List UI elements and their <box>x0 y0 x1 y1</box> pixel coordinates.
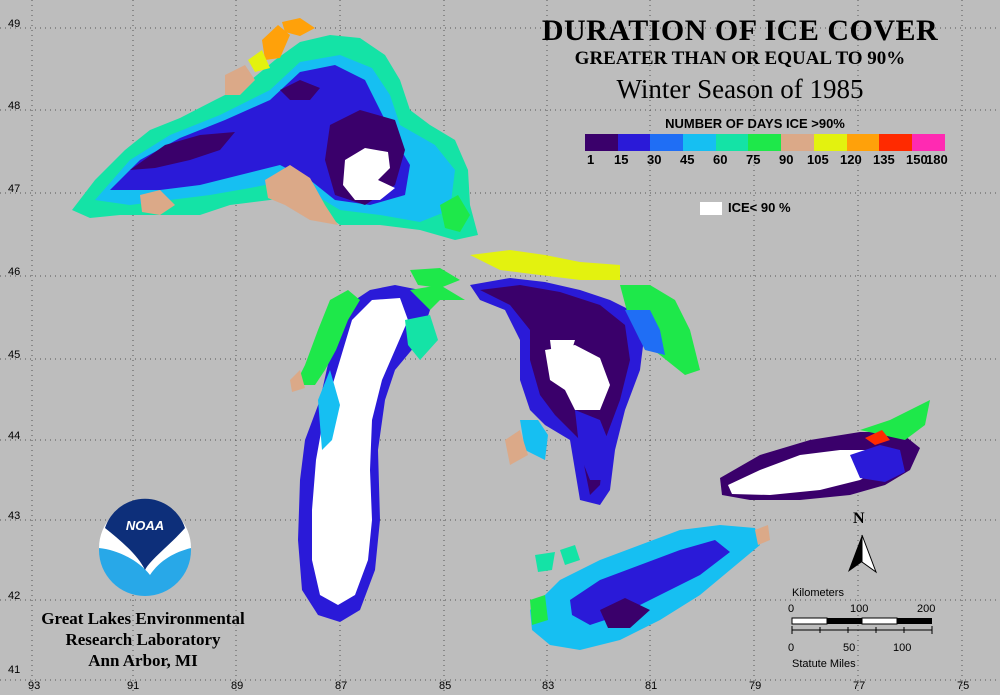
legend-tick: 60 <box>713 152 728 167</box>
ice-legend-swatch <box>700 202 722 215</box>
legend-swatch-60 <box>715 134 749 151</box>
legend-title: NUMBER OF DAYS ICE >90% <box>665 116 845 131</box>
scale-mi-tick: 0 <box>788 642 795 654</box>
legend-tick: 45 <box>680 152 695 167</box>
scale-mi-title: Statute Miles <box>792 658 856 670</box>
lon-label: 87 <box>335 680 348 692</box>
legend-swatch-30 <box>650 134 684 151</box>
lon-label: 85 <box>439 680 452 692</box>
lat-label: 42 <box>8 590 21 602</box>
lat-label: 48 <box>8 100 21 112</box>
lon-label: 93 <box>28 680 41 692</box>
legend-swatch-15 <box>617 134 651 151</box>
lon-label: 75 <box>957 680 970 692</box>
lake-ontario <box>720 400 930 500</box>
legend-tick: 105 <box>807 152 829 167</box>
map-subtitle: GREATER THAN OR EQUAL TO 90% <box>574 48 906 69</box>
lat-label: 43 <box>8 510 21 522</box>
ice-legend-label: ICE< 90 % <box>728 200 791 215</box>
north-arrow-icon <box>848 534 878 574</box>
legend-tick: 1 <box>587 152 595 167</box>
lat-label: 41 <box>8 664 21 676</box>
lat-label: 47 <box>8 183 21 195</box>
legend-ticks: 1 15 30 45 60 75 90 105 120 135 150 180 <box>575 152 948 168</box>
scale-km-tick: 200 <box>917 603 936 615</box>
scale-km-tick: 100 <box>850 603 869 615</box>
lake-erie <box>530 525 770 650</box>
legend-swatch-120 <box>846 134 880 151</box>
lon-label: 79 <box>749 680 762 692</box>
legend-tick: 180 <box>926 152 948 167</box>
scale-bar <box>791 617 933 634</box>
legend-tick: 135 <box>873 152 895 167</box>
legend-swatch-45 <box>683 134 716 151</box>
lat-label: 46 <box>8 266 21 278</box>
lon-label: 89 <box>231 680 244 692</box>
legend-swatch-150 <box>911 134 945 151</box>
legend-tick: 150 <box>906 152 928 167</box>
legend-tick: 120 <box>840 152 862 167</box>
lab-name-line3: Ann Arbor, MI <box>88 651 198 670</box>
noaa-logo-text: NOAA <box>125 518 165 533</box>
legend-tick: 15 <box>614 152 629 167</box>
lon-label: 83 <box>542 680 555 692</box>
legend-tick: 30 <box>647 152 662 167</box>
scale-mi-tick: 100 <box>893 642 912 654</box>
lake-st-clair <box>560 545 580 565</box>
lab-name-line1: Great Lakes Environmental <box>41 609 245 628</box>
lon-label: 81 <box>645 680 658 692</box>
lake-superior <box>72 18 478 240</box>
scale-km-title: Kilometers <box>792 587 844 599</box>
season-title: Winter Season of 1985 <box>616 74 864 104</box>
legend-swatch-135 <box>879 134 912 151</box>
lab-name-line2: Research Laboratory <box>65 630 221 649</box>
lon-label: 77 <box>853 680 866 692</box>
legend-tick: 75 <box>746 152 761 167</box>
legend-swatch-105 <box>813 134 847 151</box>
lake-huron <box>470 250 700 505</box>
lat-label: 49 <box>8 18 21 30</box>
legend-swatch-1 <box>585 134 618 151</box>
legend-tick: 90 <box>779 152 794 167</box>
map-title: DURATION OF ICE COVER <box>541 14 939 47</box>
legend-swatch-75 <box>748 134 782 151</box>
scale-mi-tick: 50 <box>843 642 856 654</box>
legend-color-bar <box>585 134 945 151</box>
lat-label: 44 <box>8 430 21 442</box>
lon-label: 91 <box>127 680 140 692</box>
noaa-logo <box>99 498 191 596</box>
north-label: N <box>853 510 865 527</box>
lat-label: 45 <box>8 349 21 361</box>
lake-michigan <box>290 268 465 622</box>
scale-km-tick: 0 <box>788 603 795 615</box>
legend-swatch-90 <box>781 134 814 151</box>
